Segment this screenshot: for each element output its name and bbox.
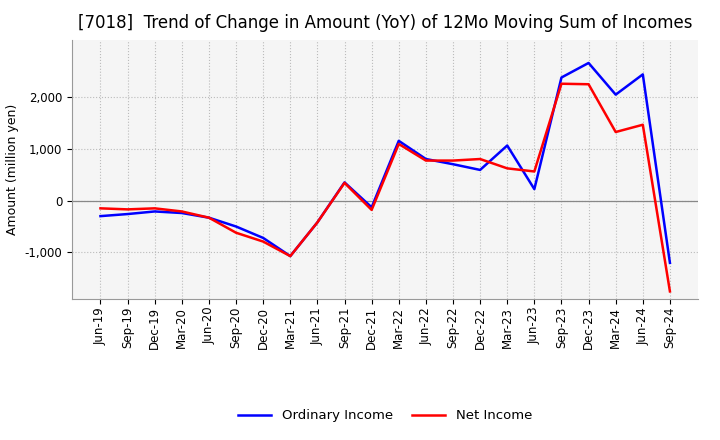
Net Income	[286, 253, 294, 259]
Line: Ordinary Income: Ordinary Income	[101, 63, 670, 263]
Net Income	[421, 158, 430, 163]
Ordinary Income	[123, 211, 132, 216]
Net Income	[611, 129, 620, 135]
Net Income	[150, 205, 159, 211]
Net Income	[665, 289, 674, 294]
Net Income	[367, 207, 376, 213]
Ordinary Income	[367, 205, 376, 210]
Ordinary Income	[178, 210, 186, 216]
Net Income	[259, 239, 268, 244]
Ordinary Income	[341, 180, 349, 185]
Ordinary Income	[421, 156, 430, 161]
Net Income	[123, 207, 132, 212]
Ordinary Income	[313, 220, 322, 225]
Ordinary Income	[584, 60, 593, 66]
Ordinary Income	[150, 209, 159, 214]
Net Income	[476, 156, 485, 161]
Net Income	[313, 220, 322, 225]
Ordinary Income	[611, 92, 620, 97]
Net Income	[449, 158, 457, 163]
Ordinary Income	[639, 72, 647, 77]
Ordinary Income	[557, 75, 566, 80]
Ordinary Income	[476, 167, 485, 172]
Ordinary Income	[665, 260, 674, 265]
Net Income	[530, 169, 539, 174]
Net Income	[178, 209, 186, 214]
Ordinary Income	[232, 224, 240, 229]
Ordinary Income	[96, 213, 105, 219]
Net Income	[204, 215, 213, 220]
Ordinary Income	[503, 143, 511, 148]
Net Income	[503, 166, 511, 171]
Ordinary Income	[204, 215, 213, 220]
Net Income	[584, 81, 593, 87]
Ordinary Income	[259, 235, 268, 241]
Line: Net Income: Net Income	[101, 84, 670, 291]
Ordinary Income	[395, 138, 403, 143]
Ordinary Income	[286, 253, 294, 259]
Net Income	[341, 180, 349, 186]
Net Income	[557, 81, 566, 86]
Ordinary Income	[530, 187, 539, 192]
Net Income	[639, 122, 647, 128]
Net Income	[232, 230, 240, 235]
Net Income	[96, 205, 105, 211]
Y-axis label: Amount (million yen): Amount (million yen)	[6, 104, 19, 235]
Ordinary Income	[449, 161, 457, 167]
Title: [7018]  Trend of Change in Amount (YoY) of 12Mo Moving Sum of Incomes: [7018] Trend of Change in Amount (YoY) o…	[78, 15, 693, 33]
Net Income	[395, 141, 403, 147]
Legend: Ordinary Income, Net Income: Ordinary Income, Net Income	[233, 404, 538, 428]
